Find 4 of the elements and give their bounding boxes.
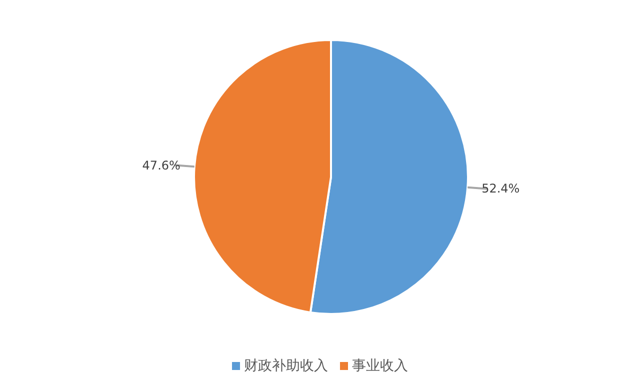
legend-label: 事业收入 [352, 357, 408, 375]
data-label: 47.6% [142, 158, 180, 173]
legend-label: 财政补助收入 [244, 357, 328, 375]
data-label: 52.4% [482, 181, 520, 196]
